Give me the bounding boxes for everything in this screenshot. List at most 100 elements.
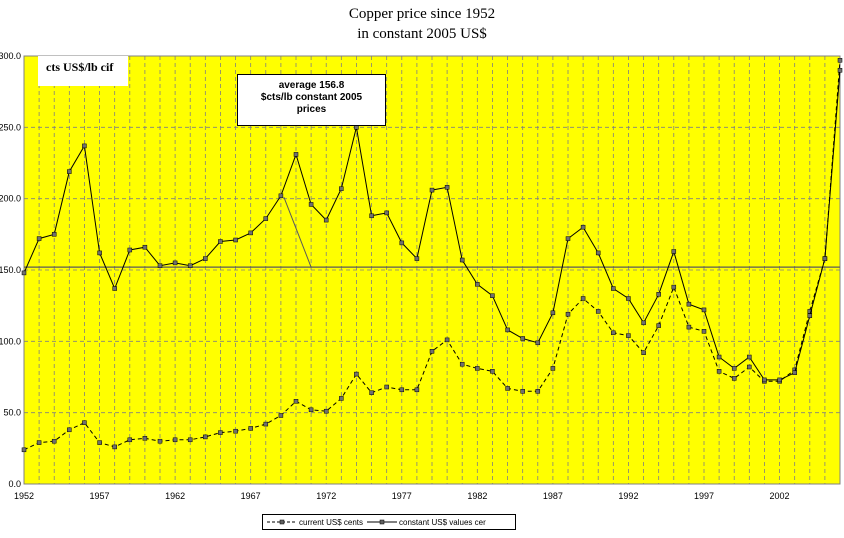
point-constant: [701, 307, 707, 313]
x-tick-label: 1997: [694, 491, 714, 501]
point-constant: [218, 239, 223, 244]
average-annotation-line-2: $cts/lb constant 2005: [260, 92, 363, 103]
point-constant: [792, 370, 797, 375]
point-constant: [308, 202, 314, 207]
point-constant: [716, 354, 722, 360]
point-current: [580, 296, 586, 301]
point-current: [656, 323, 661, 328]
x-tick-label: 1962: [165, 491, 185, 501]
x-tick-label: 1952: [14, 491, 34, 501]
point-current: [565, 311, 571, 317]
point-current: [807, 309, 813, 314]
x-tick-label: 1977: [392, 491, 412, 501]
point-current: [187, 437, 193, 443]
y-tick-label: 0.0: [8, 479, 21, 489]
x-tick-label: 2002: [770, 491, 790, 501]
point-current: [157, 438, 163, 444]
y-tick-label: 150.0: [0, 265, 21, 275]
point-constant: [67, 169, 72, 174]
point-current: [51, 438, 57, 444]
point-constant: [414, 256, 420, 261]
point-constant: [97, 250, 102, 256]
point-current: [701, 329, 707, 334]
point-current: [127, 437, 133, 443]
point-constant: [51, 232, 57, 237]
point-constant: [656, 292, 661, 297]
point-current: [747, 364, 752, 370]
point-current: [82, 420, 87, 425]
x-tick-label: 1992: [618, 491, 638, 501]
average-annotation-line-1: average 156.8: [278, 80, 345, 91]
y-tick-label: 250.0: [0, 122, 21, 132]
chart-title: Copper price since 1952: [348, 6, 496, 22]
point-current: [21, 447, 27, 453]
point-current: [142, 436, 148, 441]
legend-swatch-constant: [367, 519, 398, 525]
legend: current US$ cents constant US$ values ce…: [262, 514, 516, 530]
point-current: [384, 384, 389, 390]
point-constant: [505, 327, 510, 333]
x-tick-label: 1987: [543, 491, 563, 501]
point-current: [323, 408, 329, 414]
point-constant: [203, 256, 208, 261]
x-tick-label: 1972: [316, 491, 336, 501]
point-current: [595, 309, 601, 314]
point-current: [520, 389, 525, 394]
point-current: [339, 396, 344, 401]
point-constant: [565, 236, 571, 241]
legend-label-current: current US$ cents: [299, 517, 364, 527]
y-tick-label: 50.0: [3, 408, 21, 418]
point-current: [716, 369, 722, 374]
point-current: [686, 324, 692, 330]
point-constant: [142, 244, 148, 250]
point-current: [233, 428, 238, 434]
point-constant: [731, 366, 737, 371]
point-constant: [626, 296, 631, 301]
point-current: [490, 369, 495, 374]
point-current: [278, 413, 284, 418]
point-current: [731, 376, 737, 381]
point-constant: [233, 237, 238, 243]
average-annotation: average 156.8 $cts/lb constant 2005 pric…: [237, 74, 386, 126]
point-current: [218, 430, 223, 435]
point-current: [414, 387, 420, 393]
point-constant: [641, 320, 646, 326]
point-constant: [747, 354, 752, 360]
unit-label: cts US$/lb cif: [46, 60, 114, 74]
point-current: [429, 349, 435, 354]
point-current: [444, 337, 450, 343]
point-current: [248, 426, 253, 431]
point-current: [36, 440, 42, 445]
chart-subtitle: in constant 2005 US$: [357, 26, 487, 42]
point-current: [203, 434, 208, 440]
x-tick-label: 1967: [241, 491, 261, 501]
point-constant: [172, 260, 178, 266]
point-current: [399, 387, 405, 393]
point-constant: [323, 217, 329, 223]
point-constant: [777, 377, 782, 383]
point-constant: [611, 286, 616, 291]
x-tick-label: 1982: [467, 491, 487, 501]
point-current: [67, 427, 72, 433]
point-constant: [459, 257, 465, 263]
point-constant: [762, 377, 767, 383]
point-constant: [444, 185, 450, 190]
point-constant: [580, 224, 586, 230]
average-annotation-line-3: prices: [296, 104, 327, 115]
point-current: [263, 421, 269, 427]
point-current: [97, 440, 102, 445]
point-constant: [293, 152, 299, 157]
legend-swatch-current: [267, 519, 297, 525]
point-current: [459, 361, 465, 367]
point-constant: [671, 249, 677, 254]
point-constant: [490, 293, 495, 298]
y-tick-label: 200.0: [0, 194, 21, 204]
point-constant: [520, 336, 525, 341]
point-current: [172, 437, 178, 443]
point-constant: [475, 282, 480, 287]
x-tick-label: 1957: [90, 491, 110, 501]
point-constant: [263, 216, 269, 221]
plot-border: [23, 55, 841, 485]
point-current: [626, 333, 631, 338]
